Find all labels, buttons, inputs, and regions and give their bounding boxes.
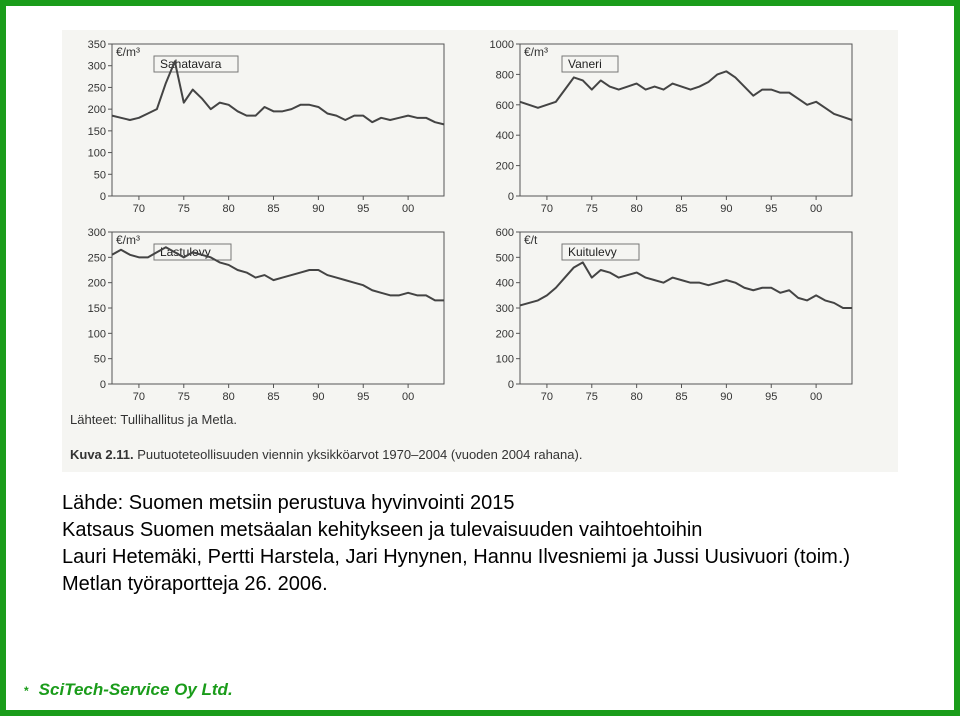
svg-text:100: 100	[496, 354, 514, 366]
svg-text:90: 90	[312, 391, 324, 403]
footer-company: * SciTech-Service Oy Ltd.	[24, 680, 233, 700]
svg-text:600: 600	[496, 227, 514, 239]
svg-text:85: 85	[675, 391, 687, 403]
chart-sahatavara: 0 50 100 150 200 250 300 350 70 75 80 85 90 95 00 €/m³ S…	[70, 38, 450, 218]
charts-grid: 05010015020025030035070758085909500€/m³S…	[62, 30, 898, 408]
caption-prefix: Kuva 2.11.	[70, 447, 134, 462]
svg-text:95: 95	[765, 203, 777, 215]
svg-text:70: 70	[541, 391, 553, 403]
svg-text:200: 200	[496, 328, 514, 340]
svg-text:50: 50	[94, 354, 106, 366]
chart-lastulevy: 05010015020025030070758085909500€/m³Last…	[70, 226, 450, 406]
reference-block: Lähde: Suomen metsiin perustuva hyvinvoi…	[62, 490, 898, 598]
svg-text:400: 400	[496, 130, 514, 142]
svg-text:85: 85	[267, 391, 279, 403]
svg-text:90: 90	[720, 203, 732, 215]
svg-text:85: 85	[675, 203, 687, 215]
chart-row-2: 05010015020025030070758085909500€/m³Last…	[70, 226, 890, 406]
svg-text:500: 500	[496, 252, 514, 264]
svg-text:70: 70	[541, 203, 553, 215]
svg-text:300: 300	[496, 303, 514, 315]
svg-text:300: 300	[88, 227, 106, 239]
svg-text:80: 80	[631, 203, 643, 215]
svg-text:400: 400	[496, 278, 514, 290]
svg-text:1000: 1000	[490, 39, 514, 51]
source-line: Lähteet: Tullihallitus ja Metla.	[62, 408, 898, 431]
ref-line-1: Lähde: Suomen metsiin perustuva hyvinvoi…	[62, 490, 898, 517]
svg-text:200: 200	[88, 104, 106, 116]
svg-text:00: 00	[402, 203, 414, 215]
chart-row-1: 0 50 100 150 200 250 300 350 70 75 80 85 90 95 00 €/m³ S…	[70, 38, 890, 218]
ref-line-4: Metlan työraportteja 26. 2006.	[62, 571, 898, 598]
caption-text: Puutuoteteollisuuden viennin yksikköarvo…	[134, 447, 583, 462]
svg-text:0: 0	[508, 379, 514, 391]
footer-text: SciTech-Service Oy Ltd.	[39, 680, 233, 699]
svg-text:70: 70	[133, 391, 145, 403]
svg-text:Sahatavara: Sahatavara	[160, 57, 222, 71]
svg-text:€/m³: €/m³	[524, 45, 548, 59]
svg-text:00: 00	[810, 203, 822, 215]
svg-text:Kuitulevy: Kuitulevy	[568, 245, 617, 259]
svg-text:50: 50	[94, 169, 106, 181]
svg-text:95: 95	[357, 203, 369, 215]
svg-text:95: 95	[765, 391, 777, 403]
svg-text:75: 75	[586, 391, 598, 403]
svg-text:0: 0	[100, 379, 106, 391]
svg-text:75: 75	[586, 203, 598, 215]
content-area: 05010015020025030035070758085909500€/m³S…	[6, 6, 954, 608]
chart-kuitulevy: 0 100 200 300 400 500 600 70 75 80 85 90 95 00 €/t Kuit…	[478, 226, 858, 406]
svg-text:€/m³: €/m³	[116, 45, 140, 59]
svg-text:€/t: €/t	[524, 233, 538, 247]
svg-text:300: 300	[88, 61, 106, 73]
svg-text:75: 75	[178, 203, 190, 215]
svg-text:90: 90	[312, 203, 324, 215]
figure-caption: Kuva 2.11. Puutuoteteollisuuden viennin …	[62, 443, 898, 472]
svg-text:100: 100	[88, 148, 106, 160]
spacer	[62, 431, 898, 443]
svg-text:200: 200	[88, 278, 106, 290]
svg-text:85: 85	[267, 203, 279, 215]
svg-text:800: 800	[496, 69, 514, 81]
chart-vaneri: 0 200 400 600 800 1000 70 75 80 85 90 95 00 €/m³ Vaner…	[478, 38, 858, 218]
svg-text:90: 90	[720, 391, 732, 403]
svg-text:00: 00	[810, 391, 822, 403]
svg-text:Vaneri: Vaneri	[568, 57, 602, 71]
svg-text:200: 200	[496, 161, 514, 173]
svg-text:0: 0	[508, 191, 514, 203]
svg-text:0: 0	[100, 191, 106, 203]
svg-text:95: 95	[357, 391, 369, 403]
svg-text:250: 250	[88, 252, 106, 264]
svg-text:600: 600	[496, 100, 514, 112]
bullet-icon: *	[24, 684, 29, 698]
svg-text:80: 80	[631, 391, 643, 403]
svg-text:75: 75	[178, 391, 190, 403]
svg-text:80: 80	[223, 391, 235, 403]
svg-text:150: 150	[88, 303, 106, 315]
svg-text:80: 80	[223, 203, 235, 215]
svg-text:€/m³: €/m³	[116, 233, 140, 247]
svg-text:00: 00	[402, 391, 414, 403]
svg-text:150: 150	[88, 126, 106, 138]
ref-line-3: Lauri Hetemäki, Pertti Harstela, Jari Hy…	[62, 544, 898, 571]
svg-text:100: 100	[88, 328, 106, 340]
svg-text:70: 70	[133, 203, 145, 215]
svg-text:250: 250	[88, 82, 106, 94]
svg-text:350: 350	[88, 39, 106, 51]
ref-line-2: Katsaus Suomen metsäalan kehitykseen ja …	[62, 517, 898, 544]
